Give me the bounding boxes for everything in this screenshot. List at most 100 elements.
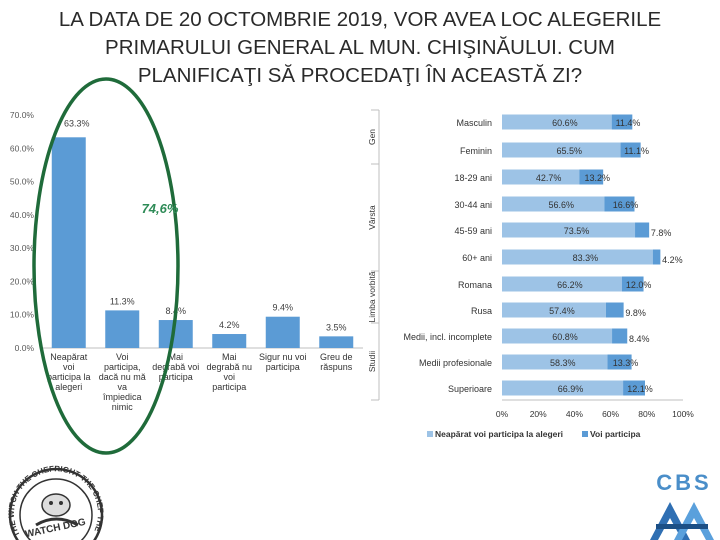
bar-segment-definitely bbox=[502, 354, 608, 370]
category-label: participa bbox=[266, 362, 300, 372]
bar-segment-definitely bbox=[502, 380, 624, 396]
bar-data-label: 9.8% bbox=[625, 308, 646, 318]
x-tick-label: 20% bbox=[530, 409, 547, 419]
row-label: 45-59 ani bbox=[454, 226, 492, 236]
y-tick-label: 10.0% bbox=[10, 310, 35, 320]
category-label: voi bbox=[223, 372, 235, 382]
bar-data-label: 58.3% bbox=[550, 358, 576, 368]
row-label: Medii profesionale bbox=[419, 358, 492, 368]
bar-segment-will bbox=[612, 328, 628, 344]
bar-data-label: 16.6% bbox=[613, 200, 639, 210]
category-label: împiedica bbox=[102, 392, 142, 402]
bar-data-label: 42.7% bbox=[536, 173, 562, 183]
bar-segment-will bbox=[652, 249, 661, 265]
legend-swatch-definitely bbox=[427, 431, 433, 437]
legend-swatch-will bbox=[582, 431, 588, 437]
bar-data-label: 11.4% bbox=[616, 118, 641, 128]
category-label: alegeri bbox=[55, 382, 82, 392]
bar-data-label: 66.2% bbox=[557, 280, 583, 290]
bar-data-label: 63.3% bbox=[64, 118, 90, 128]
category-label: răspuns bbox=[320, 362, 353, 372]
category-label: Sigur nu voi bbox=[259, 352, 307, 362]
highlight-oval bbox=[32, 77, 180, 455]
bar-data-label: 8.4% bbox=[165, 306, 186, 316]
bar bbox=[319, 336, 354, 348]
category-label: Mai bbox=[222, 352, 237, 362]
bar-data-label: 7.8% bbox=[651, 228, 672, 238]
category-label: degrabă nu bbox=[206, 362, 252, 372]
bar-data-label: 9.4% bbox=[272, 303, 293, 313]
row-label: 18-29 ani bbox=[454, 173, 492, 183]
category-label: participa bbox=[212, 382, 246, 392]
bar-segment-will bbox=[604, 196, 635, 212]
x-tick-label: 0% bbox=[496, 409, 509, 419]
bar bbox=[51, 137, 86, 348]
group-label: Studii bbox=[367, 351, 377, 372]
bar-data-label: 13.2% bbox=[584, 173, 610, 183]
y-tick-label: 60.0% bbox=[10, 143, 35, 153]
bar-segment-will bbox=[605, 302, 624, 318]
group-label: Gen bbox=[367, 129, 377, 145]
bar-segment-will bbox=[611, 114, 633, 130]
category-label: Greu de bbox=[320, 352, 353, 362]
bar bbox=[105, 310, 140, 348]
row-label: Masculin bbox=[456, 118, 492, 128]
bar-segment-definitely bbox=[502, 114, 612, 130]
bar-segment-definitely bbox=[502, 196, 605, 212]
title-line-1: LA DATA DE 20 OCTOMBRIE 2019, VOR AVEA L… bbox=[58, 8, 662, 31]
bar-data-label: 57.4% bbox=[549, 306, 575, 316]
bar-segment-will bbox=[621, 276, 644, 292]
x-tick-label: 40% bbox=[566, 409, 583, 419]
category-label: participa la bbox=[47, 372, 91, 382]
bar-segment-will bbox=[620, 142, 641, 158]
cbs-axa-logo: CBS bbox=[650, 470, 714, 540]
category-label: nimic bbox=[112, 402, 134, 412]
bar bbox=[212, 334, 247, 348]
bar-data-label: 4.2% bbox=[662, 255, 683, 265]
x-tick-label: 80% bbox=[638, 409, 655, 419]
group-label: Vârsta bbox=[367, 205, 377, 230]
row-label: Medii, incl. incomplete bbox=[403, 332, 492, 342]
bar-data-label: 11.1% bbox=[624, 146, 649, 156]
legend-label: Voi participa bbox=[590, 429, 641, 439]
bar-data-label: 83.3% bbox=[573, 253, 599, 263]
row-label: 30-44 ani bbox=[454, 200, 492, 210]
legend-label: Neapărat voi participa la alegeri bbox=[435, 429, 563, 439]
y-tick-label: 30.0% bbox=[10, 243, 35, 253]
bar-segment-definitely bbox=[502, 249, 653, 265]
category-label: participa, bbox=[104, 362, 141, 372]
bar-segment-will bbox=[607, 354, 632, 370]
highlight-annotation: 74,6% bbox=[142, 201, 179, 216]
x-tick-label: 60% bbox=[602, 409, 619, 419]
bar-data-label: 3.5% bbox=[326, 322, 347, 332]
category-label: Voi bbox=[116, 352, 129, 362]
y-tick-label: 0.0% bbox=[15, 343, 35, 353]
bar bbox=[158, 320, 193, 348]
y-tick-label: 50.0% bbox=[10, 177, 35, 187]
bar-segment-will bbox=[579, 169, 604, 185]
category-label: dacă nu mă bbox=[99, 372, 146, 382]
bar-data-label: 8.4% bbox=[629, 334, 650, 344]
bar-segment-will bbox=[623, 380, 645, 396]
watchdog-logo: THE WITCH THE CHEFRIGHT THE CHEF THE WIT… bbox=[0, 455, 105, 540]
bar-data-label: 12.1% bbox=[627, 384, 653, 394]
bar-data-label: 56.6% bbox=[548, 200, 574, 210]
y-tick-label: 70.0% bbox=[10, 110, 35, 120]
bar-data-label: 11.3% bbox=[110, 296, 135, 306]
category-label: degrabă voi bbox=[152, 362, 199, 372]
category-label: participa bbox=[159, 372, 193, 382]
bar-segment-will bbox=[635, 222, 650, 238]
bar-data-label: 13.3% bbox=[613, 358, 639, 368]
title-line-2: PRIMARULUI GENERAL AL MUN. CHIŞINĂULUI. … bbox=[105, 36, 615, 59]
bar-data-label: 66.9% bbox=[558, 384, 584, 394]
bar-data-label: 60.6% bbox=[552, 118, 578, 128]
cbs-text: CBS bbox=[656, 470, 711, 495]
category-label: va bbox=[117, 382, 127, 392]
y-tick-label: 20.0% bbox=[10, 276, 35, 286]
bar-segment-definitely bbox=[502, 222, 636, 238]
bar-data-label: 60.8% bbox=[552, 332, 578, 342]
x-tick-label: 100% bbox=[672, 409, 694, 419]
category-label: voi bbox=[63, 362, 75, 372]
y-tick-label: 40.0% bbox=[10, 210, 35, 220]
title-line-3: PLANIFICAŢI SĂ PROCEDAŢI ÎN ACEASTĂ ZI? bbox=[137, 64, 583, 87]
